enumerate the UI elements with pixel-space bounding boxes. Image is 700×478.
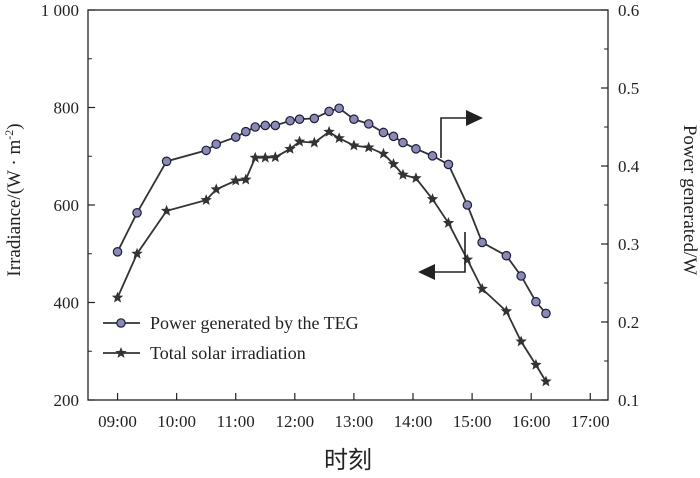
right-y-axis-title: Power generated/W [679, 125, 700, 275]
irradiation-point [240, 173, 252, 185]
irradiation-point [515, 335, 527, 347]
power-point [541, 308, 551, 319]
right-y-tick-label: 0.4 [618, 157, 640, 176]
legend-star-shape [115, 347, 127, 358]
power-line [116, 107, 547, 315]
arrow-right-annotation [440, 110, 483, 158]
irradiation-point [540, 375, 552, 387]
power-point [388, 131, 399, 142]
arrow-left-annotation [418, 232, 466, 280]
x-axis-ticks: 09:00 10:00 11:00 12:00 13:00 14:00 15:00 16:00… [98, 393, 610, 431]
irradiation-point [111, 291, 124, 303]
irradiation-point [230, 174, 242, 186]
x-tick-label: 14:00 [394, 412, 433, 431]
power-point [324, 106, 334, 117]
left-y-axis-title: Irradiance/(W · m-2) [2, 123, 25, 276]
power-point [161, 156, 172, 167]
right-y-axis-ticks: 0.1 0.2 0.3 0.4 0.5 0.6 [601, 1, 640, 410]
left-y-tick-label: 600 [54, 196, 80, 215]
power-point [240, 126, 251, 137]
left-y-tick-label: 200 [54, 391, 80, 410]
x-tick-label: 16:00 [512, 412, 551, 431]
irradiation-point [293, 135, 306, 147]
right-y-tick-label: 0.1 [618, 391, 639, 410]
irradiation-point [442, 217, 455, 228]
left-y-tick-label: 800 [54, 99, 80, 118]
irradiation-point [269, 151, 282, 163]
x-tick-label: 13:00 [335, 412, 374, 431]
legend-entry-power: Power generated by the TEG [103, 313, 359, 333]
irradiation-point [377, 147, 390, 159]
power-point [427, 151, 438, 161]
irradiation-point [323, 125, 335, 137]
x-tick-label: 15:00 [453, 412, 492, 431]
power-point [201, 145, 211, 156]
power-point [132, 208, 142, 218]
legend: Power generated by the TEG Total solar i… [103, 313, 359, 363]
irradiation-point [160, 204, 173, 216]
right-y-tick-label: 0.5 [618, 79, 639, 98]
irradiation-point [249, 151, 261, 163]
power-point [112, 247, 123, 257]
power-point [443, 159, 454, 170]
power-point [250, 122, 261, 132]
left-y-tick-label: 400 [54, 294, 80, 313]
x-axis-title: 时刻 [324, 446, 372, 474]
power-point [309, 113, 320, 124]
power-point [230, 132, 241, 142]
x-tick-label: 17:00 [571, 412, 610, 431]
power-point [334, 103, 344, 114]
power-point [462, 200, 473, 210]
irradiation-point [410, 172, 422, 184]
irradiation-point [308, 136, 321, 148]
irradiation-point [500, 305, 513, 317]
irradiation-point [362, 141, 375, 153]
power-point [516, 271, 526, 281]
x-tick-label: 12:00 [275, 412, 314, 431]
legend-label-power: Power generated by the TEG [150, 313, 359, 333]
right-y-tick-label: 0.2 [618, 313, 639, 332]
series-solar-irradiation [111, 125, 552, 387]
power-point [294, 114, 305, 124]
irradiation-point [530, 358, 542, 370]
legend-circle-marker [116, 318, 126, 328]
series-power-generated [112, 103, 551, 319]
irradiation-point [397, 168, 409, 180]
power-point [260, 120, 271, 131]
right-y-tick-label: 0.3 [618, 235, 639, 254]
left-y-tick-label: 1 000 [41, 1, 79, 20]
power-point [349, 114, 359, 124]
irradiation-point [210, 183, 222, 195]
irradiation-point [426, 193, 439, 204]
power-point [477, 237, 487, 248]
right-y-tick-label: 0.6 [618, 1, 639, 20]
power-point [398, 137, 408, 148]
power-point [270, 120, 281, 131]
irradiation-point [348, 139, 360, 151]
power-point [285, 115, 295, 126]
irradiation-point [200, 194, 212, 205]
plot-frame [87, 9, 609, 401]
legend-entry-irradiation: Total solar irradiation [103, 343, 306, 363]
irradiation-point [284, 142, 296, 154]
x-tick-label: 09:00 [98, 412, 137, 431]
irradiation-point [131, 247, 143, 259]
power-point [501, 250, 512, 261]
irradiation-point [259, 151, 271, 163]
power-point [363, 119, 374, 129]
power-point [411, 144, 421, 154]
irradiation-point [461, 253, 474, 265]
irradiation-point [333, 132, 345, 144]
x-tick-label: 11:00 [217, 412, 255, 431]
legend-label-irradiation: Total solar irradiation [150, 343, 306, 363]
irradiation-point [476, 282, 488, 294]
legend-star-marker [115, 347, 127, 358]
x-tick-label: 10:00 [157, 412, 196, 431]
left-y-axis-ticks: 200 400 600 800 1 000 [41, 1, 95, 410]
power-point [378, 127, 389, 138]
power-point [531, 296, 541, 307]
power-point [211, 139, 222, 149]
irradiation-point [387, 158, 400, 169]
